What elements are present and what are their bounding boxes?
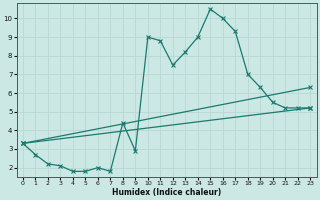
- X-axis label: Humidex (Indice chaleur): Humidex (Indice chaleur): [112, 188, 221, 197]
